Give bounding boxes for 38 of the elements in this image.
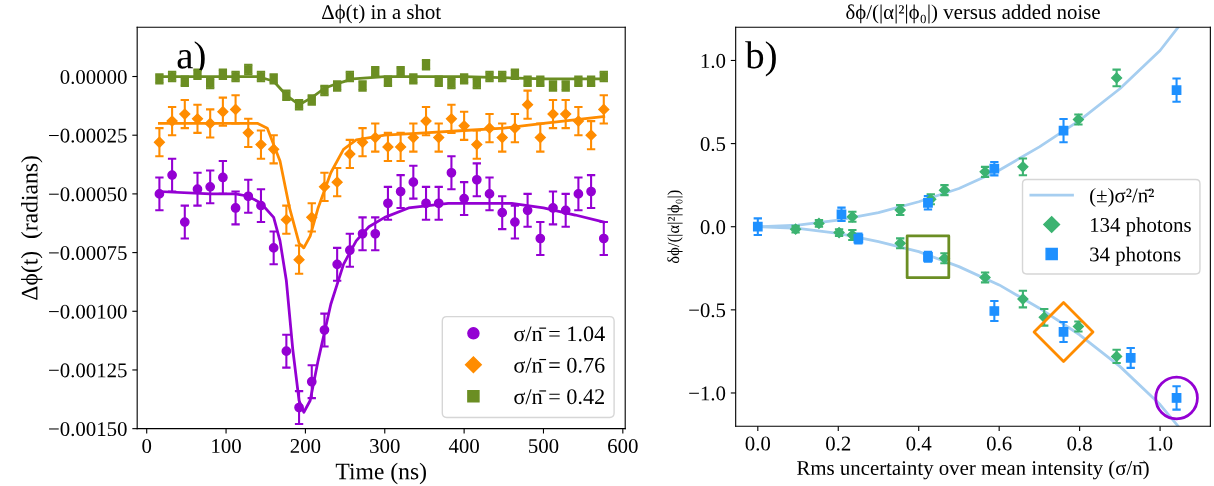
- y-tick-label: −0.00125: [49, 363, 127, 378]
- y-tick-label: −0.00075: [49, 245, 127, 261]
- x-tick-label: 100: [212, 438, 241, 454]
- y-tick-label: 0.00000: [60, 69, 127, 85]
- y-tick-label: −0.00025: [49, 128, 127, 143]
- y-tick-label: −0.00150: [49, 422, 127, 437]
- y-tick-label: −0.00100: [49, 304, 127, 319]
- x-tick-label: 0.8: [1067, 436, 1092, 451]
- annotation: b): [745, 41, 776, 77]
- y-tick-label: 1.0: [701, 53, 726, 68]
- x-tick-label: 0.2: [826, 436, 851, 451]
- legend-label: σ/n̄ = 0.76: [514, 357, 605, 373]
- x-tick-label: 1.0: [1148, 436, 1173, 451]
- y-tick-label: −1.0: [689, 386, 726, 401]
- x-tick-label: 0.6: [986, 436, 1012, 451]
- chart-title: Δϕ(t) in a shot: [322, 4, 441, 24]
- y-axis-title: Δϕ(t) (radians): [21, 156, 43, 300]
- legend-label: σ/n̄ = 1.04: [514, 326, 605, 342]
- x-tick-label: 400: [448, 438, 479, 454]
- y-tick-label: 0.0: [700, 220, 726, 235]
- legend-label: (±)σ²/n̄²: [1090, 187, 1154, 207]
- y-tick-label: −0.5: [689, 303, 726, 318]
- y-axis-title: δϕ/(|α|²|ϕ₀|): [667, 190, 683, 264]
- x-tick-label: 500: [529, 438, 559, 454]
- x-axis-title: Time (ns): [335, 462, 426, 485]
- x-axis-title: Rms uncertainty over mean intensity (σ/n̄): [797, 460, 1149, 480]
- chart-title: δϕ/(|α|²|ϕ₀|) versus added noise: [846, 4, 1100, 24]
- legend-label: σ/n̄ = 0.42: [514, 389, 604, 405]
- legend-label: 34 photons: [1090, 246, 1181, 266]
- x-tick-label: 0.0: [745, 436, 771, 451]
- x-tick-label: 600: [608, 438, 638, 454]
- y-tick-label: 0.5: [700, 136, 726, 152]
- x-tick-label: 0.4: [906, 436, 932, 451]
- x-tick-label: 200: [290, 438, 321, 454]
- legend-label: 134 photons: [1091, 217, 1191, 237]
- x-tick-label: 0: [142, 438, 152, 454]
- y-tick-label: −0.00050: [49, 187, 127, 202]
- x-tick-label: 300: [370, 438, 400, 454]
